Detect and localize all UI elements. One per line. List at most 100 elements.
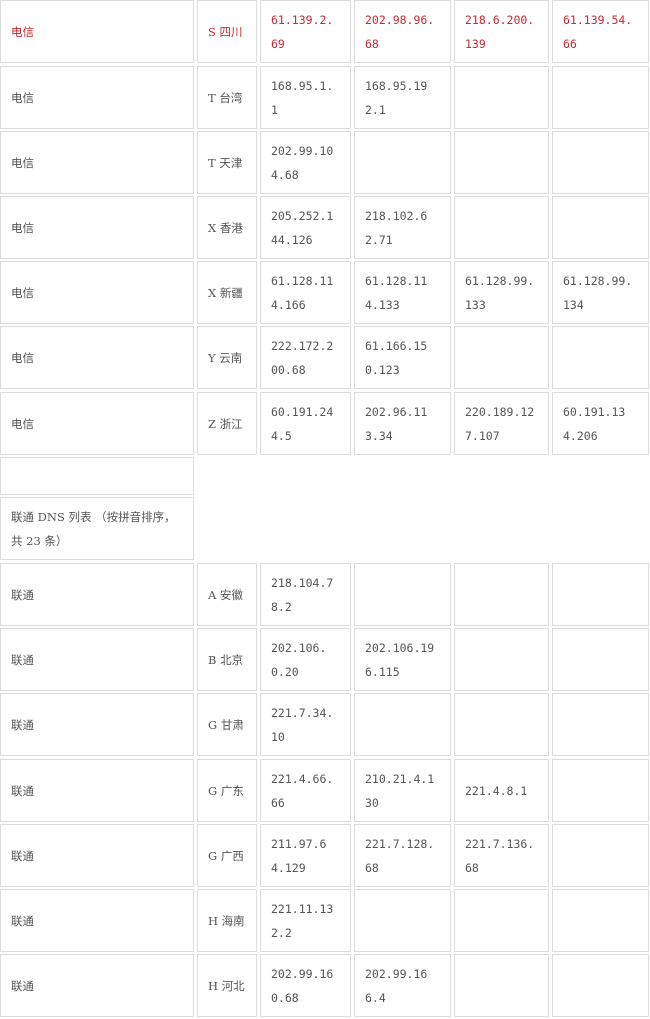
dns-ip-cell-text: 221.4.8.1: [465, 783, 528, 798]
dns-ip-cell-text: 202.99.160.68: [271, 966, 334, 1005]
region-cell: G 甘肃: [197, 693, 257, 756]
dns-ip-cell: 205.252.144.126: [260, 196, 351, 259]
dns-ip-cell: 61.139.2.69: [260, 0, 351, 63]
region-cell-text: B 北京: [208, 652, 244, 667]
dns-ip-cell-text: 221.7.136.68: [465, 836, 535, 875]
dns-ip-cell-text: 61.128.114.166: [271, 273, 334, 312]
dns-ip-cell: 202.106.196.115: [354, 628, 451, 691]
region-cell: T 天津: [197, 131, 257, 194]
dns-ip-cell-text: 210.21.4.130: [365, 771, 435, 810]
dns-ip-cell: [552, 693, 649, 756]
region-cell-text: T 台湾: [208, 90, 243, 105]
isp-cell-text: 电信: [11, 24, 34, 39]
dns-ip-cell-text: 60.191.244.5: [271, 404, 334, 443]
isp-cell: 电信: [0, 392, 194, 455]
isp-cell: 联通: [0, 759, 194, 822]
dns-ip-cell-text: 221.4.66.66: [271, 771, 334, 810]
dns-ip-cell: [552, 889, 649, 952]
dns-ip-cell: 61.128.99.134: [552, 261, 649, 324]
dns-ip-cell: [552, 196, 649, 259]
region-cell-text: Y 云南: [208, 350, 243, 365]
dns-ip-cell: [354, 889, 451, 952]
dns-ip-cell-text: 168.95.192.1: [365, 78, 428, 117]
dns-ip-cell-text: 202.106.0.20: [271, 640, 327, 679]
dns-ip-cell-text: 202.98.96.68: [365, 12, 435, 51]
dns-ip-cell: [454, 196, 549, 259]
dns-ip-cell-text: 211.97.64.129: [271, 836, 327, 875]
dns-ip-cell: [454, 628, 549, 691]
dns-ip-cell: [552, 628, 649, 691]
dns-ip-cell: 211.97.64.129: [260, 824, 351, 887]
dns-ip-cell-text: 221.7.34.10: [271, 705, 334, 744]
isp-cell-text: 电信: [11, 285, 34, 300]
unicom-section-header-text: 联通 DNS 列表 （按拼音排序， 共 23 条）: [11, 509, 176, 548]
dns-ip-cell: [454, 66, 549, 129]
dns-ip-cell-text: 220.189.127.107: [465, 404, 535, 443]
region-cell: G 广西: [197, 824, 257, 887]
dns-ip-cell: 61.166.150.123: [354, 326, 451, 389]
dns-ip-cell: 61.139.54.66: [552, 0, 649, 63]
dns-ip-cell: 168.95.1.1: [260, 66, 351, 129]
unicom-section-header: 联通 DNS 列表 （按拼音排序， 共 23 条）: [0, 497, 194, 560]
dns-ip-cell: [454, 326, 549, 389]
region-cell-text: S 四川: [208, 24, 243, 39]
isp-cell: 电信: [0, 0, 194, 63]
region-cell: A 安徽: [197, 563, 257, 626]
region-cell: H 海南: [197, 889, 257, 952]
dns-ip-cell-text: 221.7.128.68: [365, 836, 435, 875]
isp-cell-text: 电信: [11, 90, 34, 105]
dns-ip-cell-text: 218.104.78.2: [271, 575, 334, 614]
dns-ip-cell-text: 168.95.1.1: [271, 78, 334, 117]
dns-ip-cell: 221.7.136.68: [454, 824, 549, 887]
dns-ip-cell-text: 61.166.150.123: [365, 338, 428, 377]
dns-ip-cell-text: 61.128.114.133: [365, 273, 428, 312]
dns-ip-cell: [552, 759, 649, 822]
region-cell: S 四川: [197, 0, 257, 63]
dns-ip-cell: [454, 563, 549, 626]
isp-cell-text: 电信: [11, 350, 34, 365]
dns-ip-cell: 220.189.127.107: [454, 392, 549, 455]
region-cell-text: T 天津: [208, 155, 243, 170]
dns-ip-cell: 61.128.114.166: [260, 261, 351, 324]
dns-ip-cell: [454, 889, 549, 952]
dns-ip-cell-text: 60.191.134.206: [563, 404, 626, 443]
region-cell-text: G 甘肃: [208, 717, 244, 732]
dns-ip-cell-text: 61.139.54.66: [563, 12, 633, 51]
isp-cell: 联通: [0, 954, 194, 1017]
dns-ip-cell: 221.7.128.68: [354, 824, 451, 887]
dns-ip-cell: 202.98.96.68: [354, 0, 451, 63]
dns-ip-cell: 168.95.192.1: [354, 66, 451, 129]
dns-ip-cell: [552, 954, 649, 1017]
dns-ip-cell: 60.191.134.206: [552, 392, 649, 455]
dns-ip-cell-text: 221.11.132.2: [271, 901, 334, 940]
isp-cell: 联通: [0, 693, 194, 756]
isp-cell-text: 联通: [11, 717, 34, 732]
dns-ip-cell: [454, 954, 549, 1017]
dns-ip-cell-text: 222.172.200.68: [271, 338, 334, 377]
region-cell-text: Z 浙江: [208, 416, 243, 431]
isp-cell: 电信: [0, 261, 194, 324]
isp-cell-text: 电信: [11, 220, 34, 235]
region-cell: B 北京: [197, 628, 257, 691]
dns-ip-cell: [354, 563, 451, 626]
dns-ip-cell-text: 218.6.200.139: [465, 12, 535, 51]
dns-ip-cell: [454, 693, 549, 756]
dns-ip-cell: 218.6.200.139: [454, 0, 549, 63]
isp-cell: 电信: [0, 196, 194, 259]
region-cell-text: G 广西: [208, 848, 244, 863]
region-cell: H 河北: [197, 954, 257, 1017]
region-cell: T 台湾: [197, 66, 257, 129]
dns-ip-cell-text: 202.99.104.68: [271, 143, 334, 182]
isp-cell-text: 联通: [11, 913, 34, 928]
dns-ip-cell-text: 205.252.144.126: [271, 208, 334, 247]
dns-ip-cell: [354, 693, 451, 756]
isp-cell-text: 联通: [11, 783, 34, 798]
isp-cell-text: 联通: [11, 652, 34, 667]
isp-cell-text: 联通: [11, 978, 34, 993]
region-cell: G 广东: [197, 759, 257, 822]
dns-ip-cell: [454, 131, 549, 194]
dns-ip-cell: 221.11.132.2: [260, 889, 351, 952]
isp-cell-text: 电信: [11, 416, 34, 431]
isp-cell: 电信: [0, 131, 194, 194]
dns-ip-cell: 202.99.166.4: [354, 954, 451, 1017]
